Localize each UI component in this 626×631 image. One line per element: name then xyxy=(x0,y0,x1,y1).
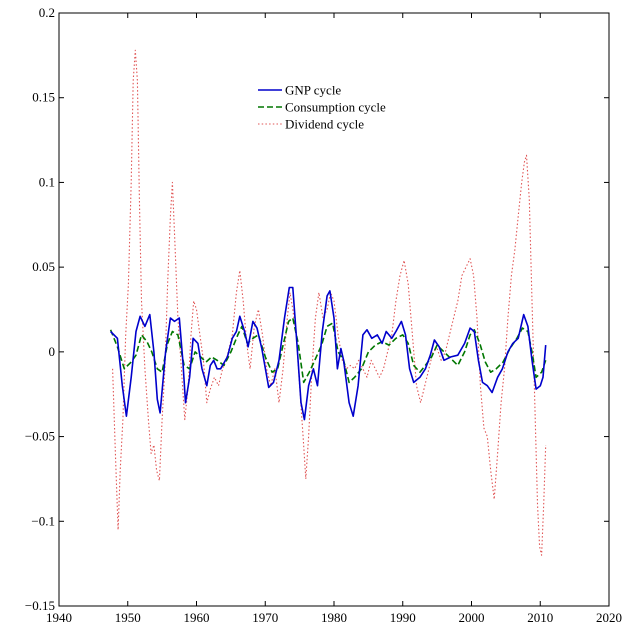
y-tick-label: 0 xyxy=(49,344,56,359)
y-tick-label: 0.2 xyxy=(39,5,55,20)
x-tick-label: 1950 xyxy=(115,610,141,625)
x-tick-label: 2000 xyxy=(459,610,485,625)
x-tick-label: 1990 xyxy=(390,610,416,625)
y-tick-label: 0.1 xyxy=(39,174,55,189)
series-layer xyxy=(109,49,547,556)
x-tick-label: 2010 xyxy=(527,610,553,625)
y-tick-label: −0.15 xyxy=(25,598,55,613)
series-line-dividend-cycle xyxy=(112,49,547,556)
legend-label: Dividend cycle xyxy=(285,117,364,132)
legend-label: Consumption cycle xyxy=(285,100,386,115)
x-tick-label: 1940 xyxy=(46,610,72,625)
y-tick-label: 0.15 xyxy=(32,90,55,105)
y-tick-label: −0.1 xyxy=(31,513,55,528)
x-tick-label: 1960 xyxy=(184,610,210,625)
y-tick-label: −0.05 xyxy=(25,429,55,444)
legend-label: GNP cycle xyxy=(285,83,341,98)
series-line-gnp-cycle xyxy=(110,286,547,421)
legend: GNP cycle Consumption cycle Dividend cycle xyxy=(258,83,386,132)
y-tick-label: 0.05 xyxy=(32,259,55,274)
x-tick-label: 2020 xyxy=(596,610,622,625)
x-tick-label: 1970 xyxy=(252,610,278,625)
x-tick-label: 1980 xyxy=(321,610,347,625)
x-axis: 1940 1950 1960 1970 1980 1990 2000 2010 2020 xyxy=(46,13,622,625)
series-line-consumption-cycle xyxy=(109,317,547,384)
y-axis: −0.15 −0.1 −0.05 0 0.05 0.1 0.15 0.2 xyxy=(25,5,609,613)
